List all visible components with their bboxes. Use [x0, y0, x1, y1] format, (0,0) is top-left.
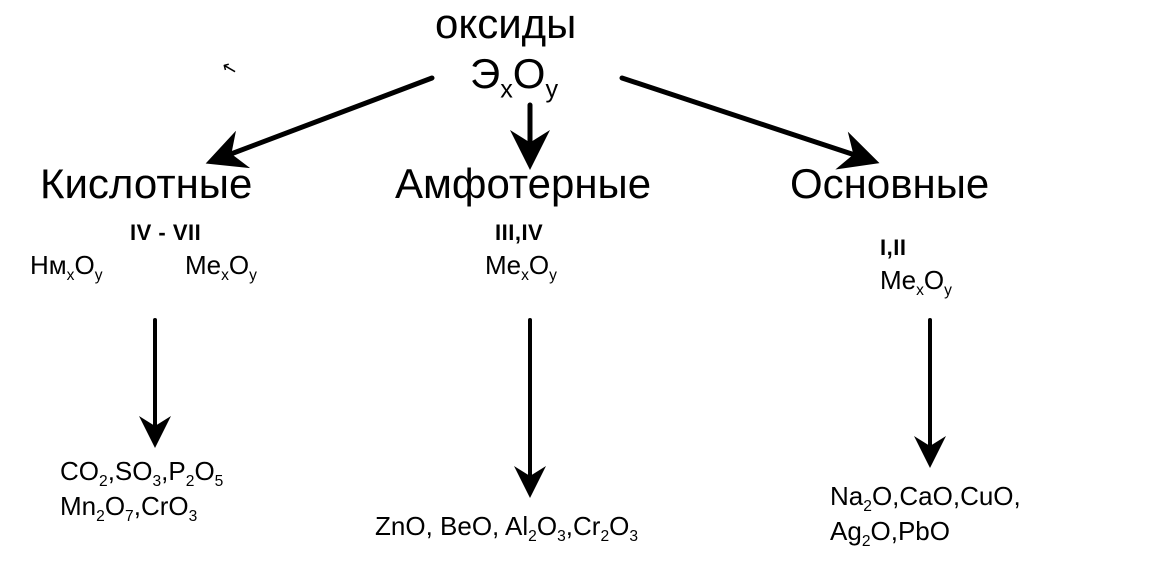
cursor-icon: ↖: [220, 56, 240, 80]
acidic-examples-line2: Mn2O7,CrO3: [60, 490, 197, 524]
arrow: [215, 78, 432, 160]
basic-roman: I,II: [880, 235, 906, 261]
acidic-label: Кислотные: [40, 160, 252, 208]
amphoteric-sub: MexOy: [485, 250, 557, 281]
acidic-examples-line1: CO2,SO3,P2O5: [60, 455, 223, 489]
basic-examples-line1: Na2O,CaO,CuO,: [830, 480, 1021, 514]
amphoteric-examples: ZnO, BeO, Al2O3,Cr2O3: [375, 510, 638, 544]
root-formula: ЭxOy: [470, 50, 558, 98]
arrow: [622, 78, 870, 160]
acidic-roman: IV - VII: [130, 220, 201, 246]
basic-sub: MexOy: [880, 265, 952, 296]
amphoteric-label: Амфотерные: [395, 160, 651, 208]
basic-label: Основные: [790, 160, 989, 208]
acidic-sub-right: MexOy: [185, 250, 257, 281]
acidic-sub-left: НмxOy: [30, 250, 102, 281]
amphoteric-roman: III,IV: [495, 220, 543, 246]
basic-examples-line2: Ag2O,PbO: [830, 515, 950, 549]
root-title: оксиды: [435, 0, 576, 48]
